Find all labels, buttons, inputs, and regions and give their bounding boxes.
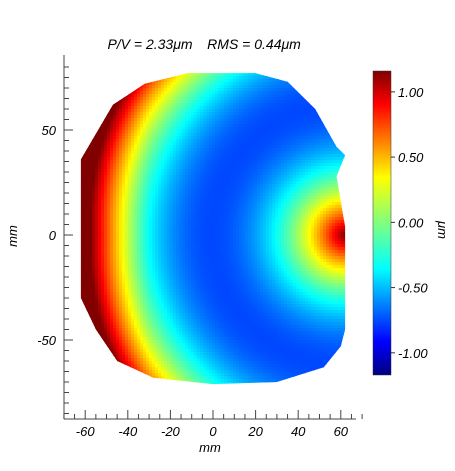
y-tick-label: 50 (42, 123, 57, 138)
x-tick-label: 60 (334, 424, 349, 439)
x-tick-label: 40 (291, 424, 306, 439)
x-tick-label: 0 (209, 424, 217, 439)
colorbar-unit-label: μm (435, 220, 450, 239)
x-tick-label: -40 (118, 424, 138, 439)
pv-label: P/V = 2.33μm (107, 36, 192, 52)
rms-label: RMS = 0.44μm (207, 36, 301, 52)
colorbar-tick-label: 0.00 (398, 215, 424, 230)
y-tick-label: 0 (49, 228, 57, 243)
colorbar-tick-label: 1.00 (398, 85, 424, 100)
colorbar-tick-label: -1.00 (398, 346, 428, 361)
surface-map (80, 73, 346, 385)
colorbar-tick-label: -0.50 (398, 281, 428, 296)
y-axis-label: mm (5, 225, 20, 247)
colorbar-gradient (372, 70, 392, 376)
y-tick-label: -50 (37, 333, 57, 348)
x-tick-label: -60 (76, 424, 96, 439)
x-tick-label: -20 (161, 424, 181, 439)
axes: -60 -40 -20 0 20 40 60 50 0 -50 (37, 55, 363, 439)
colorbar: 1.00 0.50 0.00 -0.50 -1.00 μm (372, 70, 450, 376)
x-tick-label: 20 (247, 424, 263, 439)
colorbar-tick-label: 0.50 (398, 150, 424, 165)
x-axis-label: mm (199, 440, 221, 455)
